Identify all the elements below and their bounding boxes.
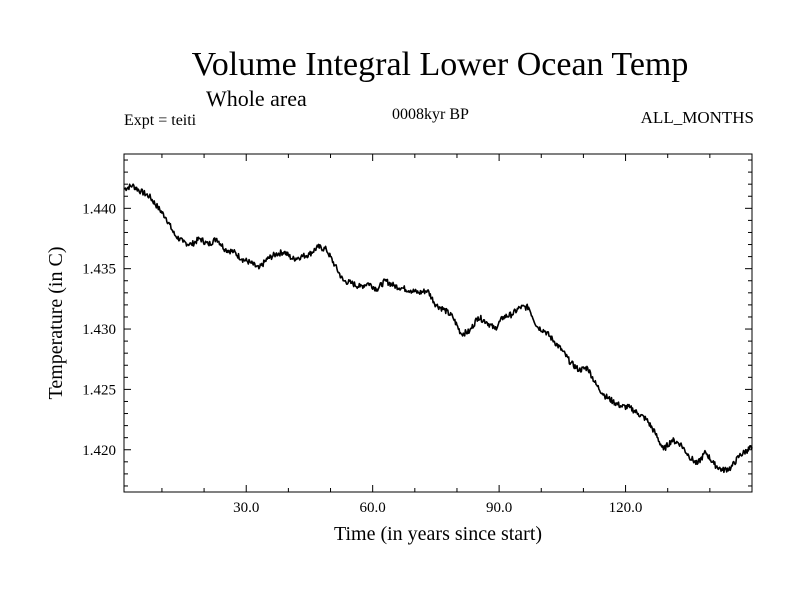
months-label: ALL_MONTHS [640, 108, 754, 127]
series-line [123, 183, 753, 474]
x-tick-label: 60.0 [360, 500, 386, 516]
y-tick-label: 1.440 [82, 201, 116, 217]
axis-tick-labels: 30.0 60.0 90.0 120.0 1.420 1.425 1.430 1.435 1.4… [82, 201, 642, 516]
chart-subtitle: Whole area [206, 86, 307, 111]
y-tick-label: 1.430 [82, 322, 116, 338]
x-tick-label: 120.0 [609, 500, 643, 516]
y-tick-label: 1.420 [82, 443, 116, 459]
y-tick-label: 1.425 [82, 382, 116, 398]
x-axis-label: Time (in years since start) [334, 523, 542, 545]
x-tick-label: 90.0 [486, 500, 512, 516]
chart-title: Volume Integral Lower Ocean Temp [191, 46, 689, 83]
axis-ticks [124, 154, 752, 492]
y-tick-label: 1.435 [82, 262, 116, 278]
plot-frame [123, 153, 753, 493]
experiment-label: Expt = teiti [124, 112, 197, 129]
y-axis-label: Temperature (in C) [45, 247, 67, 400]
period-label: 0008kyr BP [392, 106, 469, 123]
x-tick-label: 30.0 [233, 500, 259, 516]
